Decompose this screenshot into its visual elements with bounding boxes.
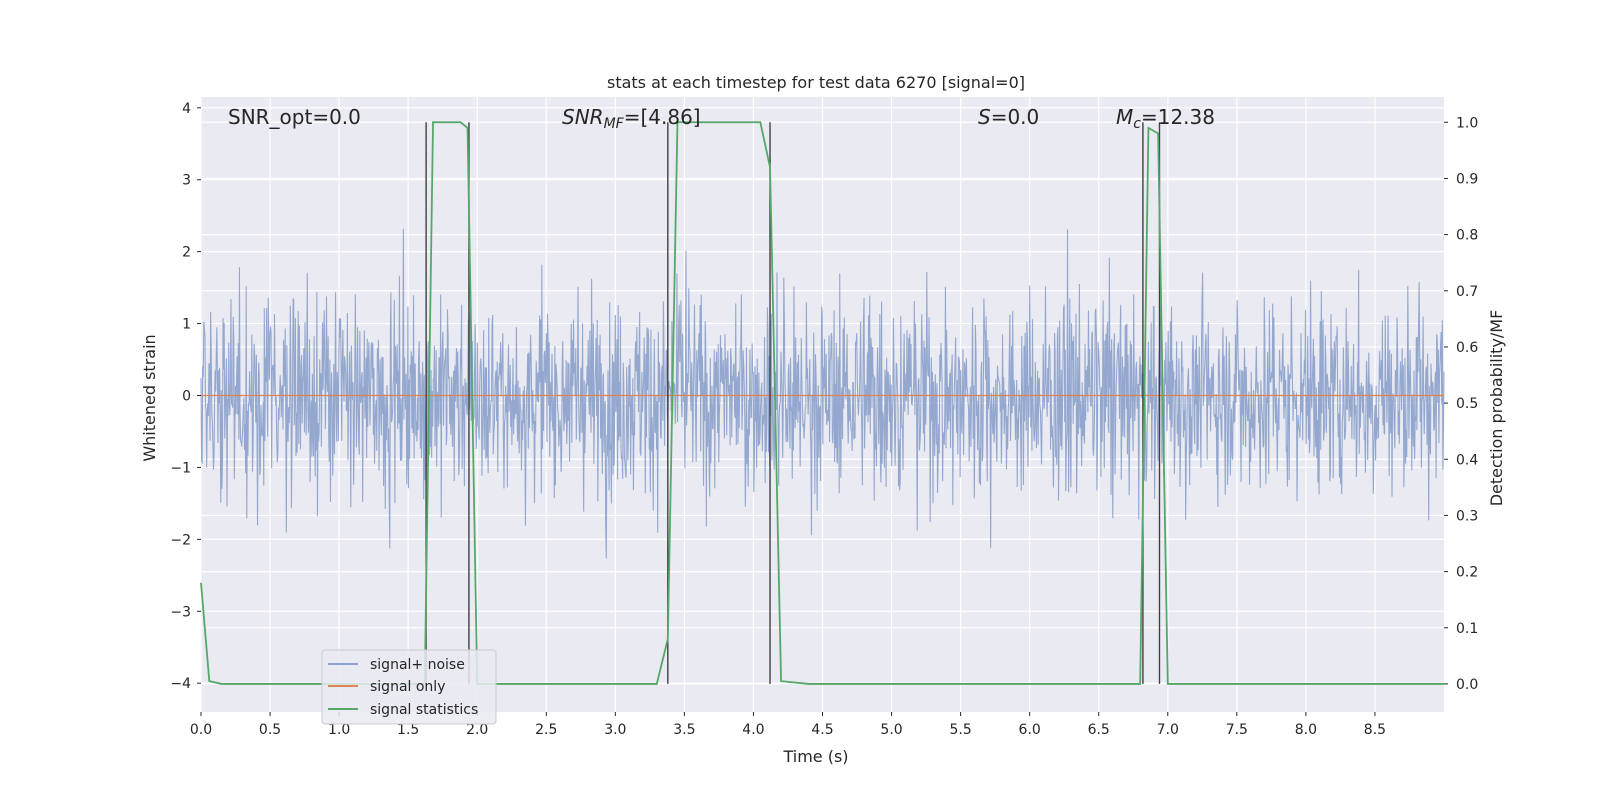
y-right-tick-label: 0.2 xyxy=(1456,565,1478,581)
x-tick-label: 6.5 xyxy=(1088,722,1110,738)
annotation-mc-sub: c xyxy=(1133,116,1141,132)
y-tick-label: 3 xyxy=(182,173,191,189)
legend-label-noise: signal+ noise xyxy=(370,657,465,673)
x-tick-label: 7.0 xyxy=(1157,722,1179,738)
y-tick-label: −2 xyxy=(170,532,191,548)
y-axis-label: Whitened strain xyxy=(140,334,159,461)
noise-line xyxy=(200,228,1445,559)
x-tick-label: 2.0 xyxy=(466,722,488,738)
legend-label-stats: signal statistics xyxy=(370,702,478,718)
y-tick-label: −4 xyxy=(170,676,191,692)
x-tick-label: 0.0 xyxy=(190,722,212,738)
y-right-tick-label: 0.4 xyxy=(1456,452,1478,468)
y-right-tick-label: 0.5 xyxy=(1456,396,1478,412)
x-axis-label: Time (s) xyxy=(782,747,848,766)
x-tick-label: 7.5 xyxy=(1226,722,1248,738)
legend-label-signal: signal only xyxy=(370,679,445,695)
x-tick-label: 8.0 xyxy=(1295,722,1317,738)
annotation-mc-main: M xyxy=(1116,105,1133,129)
annotation-mc: Mc=12.38 xyxy=(1116,105,1215,132)
annotation-s-main: S xyxy=(978,105,991,129)
x-tick-label: 4.5 xyxy=(811,722,833,738)
annotation-snr-mf-value: =[4.86] xyxy=(624,105,701,129)
x-tick-label: 5.5 xyxy=(949,722,971,738)
y-right-tick-label: 0.1 xyxy=(1456,621,1478,637)
x-tick-label: 4.0 xyxy=(742,722,764,738)
y-right-tick-label: 0.3 xyxy=(1456,508,1478,524)
legend: signal+ noise signal only signal statist… xyxy=(321,649,497,725)
x-tick-label: 1.0 xyxy=(328,722,350,738)
y-tick-label: −1 xyxy=(170,460,191,476)
annotation-snr-mf-sub: MF xyxy=(604,116,625,132)
series-signal-noise xyxy=(200,228,1445,559)
x-tick-label: 3.0 xyxy=(604,722,626,738)
series-signal-statistics xyxy=(200,121,1444,685)
y-tick-label: 0 xyxy=(182,389,191,405)
x-tick-label: 3.5 xyxy=(673,722,695,738)
y-tick-label: 2 xyxy=(182,245,191,261)
y-right-tick-label: 0.8 xyxy=(1456,228,1478,244)
x-ticks: 0.0 0.5 1.0 1.5 2.0 2.5 3.0 3.5 4.0 4.5 5.0 5.5 6.0 6… xyxy=(190,712,1386,738)
annotation-snr-mf-main: SNR xyxy=(562,105,604,129)
y-tick-label: 1 xyxy=(182,317,191,333)
annotation-s: S=0.0 xyxy=(978,105,1039,129)
statistics-line xyxy=(200,121,1444,685)
x-tick-label: 2.5 xyxy=(535,722,557,738)
y-right-tick-label: 0.6 xyxy=(1456,340,1478,356)
y-right-tick-label: 0.7 xyxy=(1456,284,1478,300)
y-ticks-left: −4 −3 −2 −1 0 1 2 3 4 xyxy=(170,101,201,692)
legend-box xyxy=(321,649,497,725)
y-axis-label-right: Detection probability/MF xyxy=(1487,310,1506,507)
y-right-tick-label: 1.0 xyxy=(1456,115,1478,131)
annotation-s-value: =0.0 xyxy=(991,105,1040,129)
x-tick-label: 6.0 xyxy=(1019,722,1041,738)
x-tick-label: 0.5 xyxy=(259,722,281,738)
y-tick-label: 4 xyxy=(182,101,191,117)
annotation-snr-opt: SNR_opt=0.0 xyxy=(228,105,361,129)
y-right-tick-label: 0.0 xyxy=(1456,677,1478,693)
chart-title: stats at each timestep for test data 627… xyxy=(607,73,1025,92)
x-tick-label: 8.5 xyxy=(1364,722,1386,738)
y-ticks-right: 0.0 0.1 0.2 0.3 0.4 0.5 0.6 0.7 0.8 0.9 1.0 xyxy=(1444,115,1478,693)
annotation-snr-mf: SNRMF=[4.86] xyxy=(562,105,701,132)
x-tick-label: 1.5 xyxy=(397,722,419,738)
y-right-tick-label: 0.9 xyxy=(1456,171,1478,187)
y-tick-label: −3 xyxy=(170,604,191,620)
annotation-mc-value: =12.38 xyxy=(1141,105,1215,129)
x-tick-label: 5.0 xyxy=(880,722,902,738)
